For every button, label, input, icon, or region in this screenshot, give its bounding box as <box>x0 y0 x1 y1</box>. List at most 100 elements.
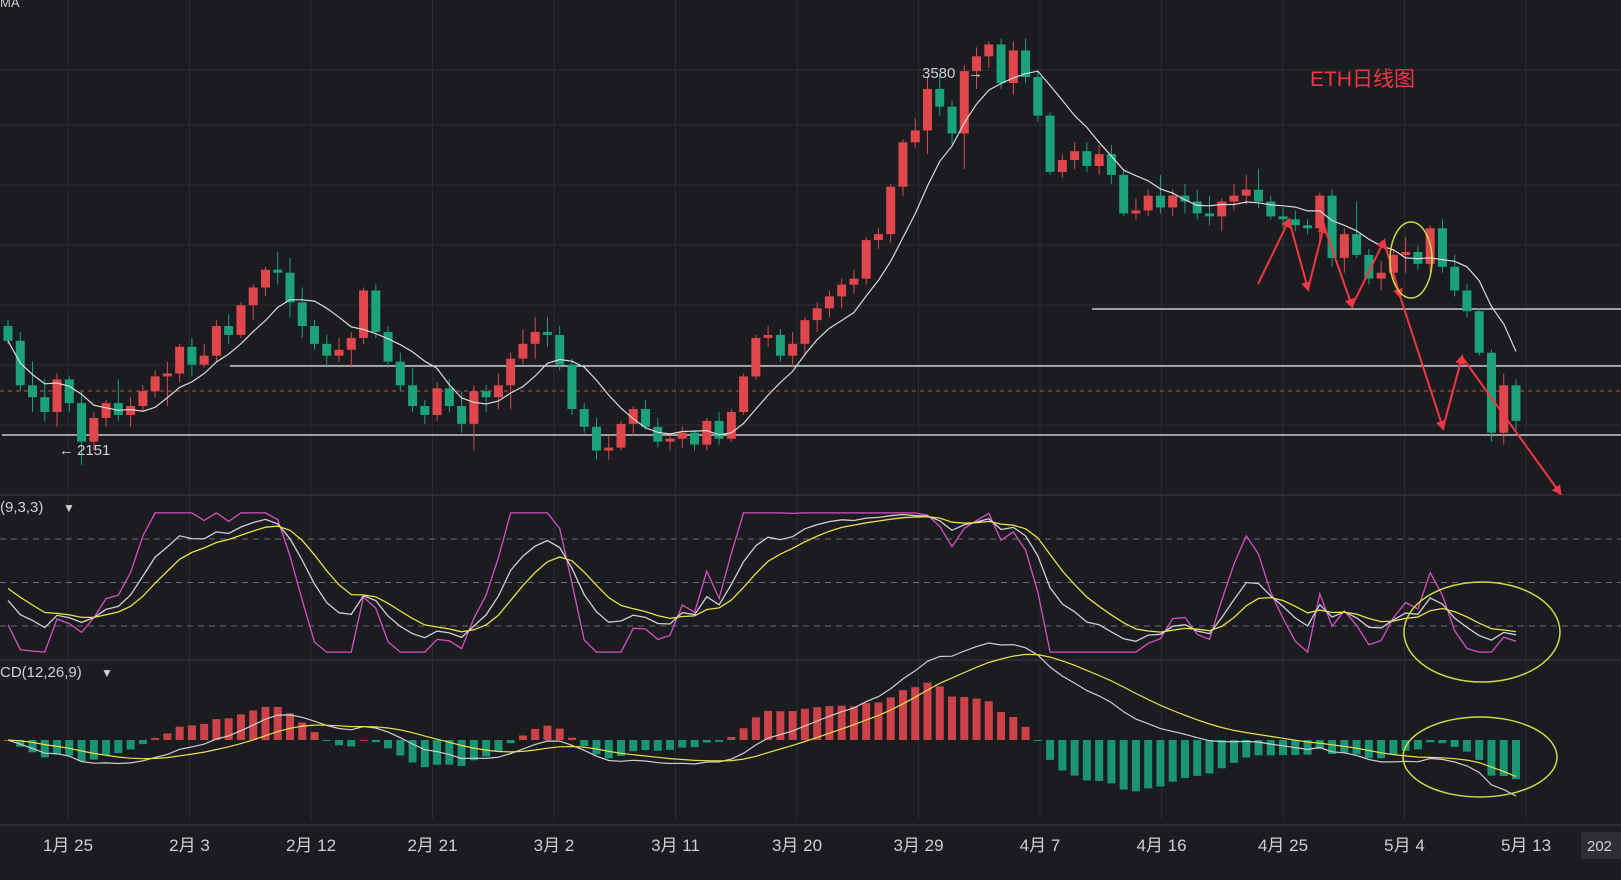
macd-histogram-bar <box>469 740 478 761</box>
candle-body <box>935 88 945 107</box>
candle-body <box>947 106 957 134</box>
macd-histogram-bar <box>531 728 540 740</box>
candle-body <box>297 302 307 327</box>
candle-body <box>77 403 87 442</box>
candle-body <box>1352 234 1362 255</box>
candle-body <box>113 403 123 415</box>
candle-body <box>837 284 847 297</box>
macd-histogram-bar <box>960 696 969 740</box>
candle <box>1106 145 1116 184</box>
macd-histogram-bar <box>1156 740 1165 787</box>
candle-body <box>567 364 577 410</box>
kdj-pane-label[interactable]: (9,3,3) <box>0 499 43 516</box>
ma-line-path <box>7 70 1517 436</box>
x-axis-tick-label: 4月 25 <box>1258 836 1308 855</box>
candle-body <box>1168 195 1178 208</box>
low-price-label: 2151 <box>77 442 110 459</box>
candle-body <box>1131 210 1141 214</box>
candle <box>641 400 651 430</box>
candle-body <box>1229 195 1239 202</box>
candle <box>1057 154 1067 178</box>
x-axis-corner-label: 202 <box>1587 838 1612 855</box>
candle <box>910 118 920 149</box>
candle <box>1033 71 1043 122</box>
macd-histogram-bar <box>1438 740 1447 744</box>
candle <box>1094 145 1104 175</box>
x-axis-tick-label: 5月 13 <box>1501 836 1551 855</box>
candle-body <box>1106 154 1116 175</box>
trend-arrow <box>1323 225 1355 309</box>
x-axis-tick-label: 4月 7 <box>1020 836 1061 855</box>
kdj-dropdown-chevron-icon[interactable]: ▼ <box>63 501 75 515</box>
candle-body <box>187 346 197 365</box>
candle-body <box>726 412 736 439</box>
candle <box>113 379 123 421</box>
macd-histogram-bar <box>1352 740 1361 755</box>
macd-histogram-bar <box>384 740 393 749</box>
candle-body <box>800 320 810 344</box>
low-arrow-icon: ← <box>59 442 74 459</box>
macd-histogram-bar <box>874 702 883 740</box>
candle <box>935 74 945 116</box>
candle-body <box>1143 195 1153 211</box>
candle-body <box>984 44 994 57</box>
candle-body <box>1094 154 1104 166</box>
macd-histogram-bar <box>555 728 564 740</box>
candles <box>3 38 1521 466</box>
macd-histogram-bar <box>898 690 907 740</box>
candle <box>493 373 503 410</box>
candle-body <box>1070 151 1080 161</box>
candle-body <box>861 240 871 279</box>
candle-body <box>310 326 319 344</box>
candle <box>481 385 491 413</box>
candle <box>1045 112 1055 175</box>
candle <box>273 251 283 285</box>
candle-body <box>751 337 761 377</box>
macd-histogram-bar <box>1009 716 1018 740</box>
candle <box>334 337 344 362</box>
candle <box>861 237 871 285</box>
x-axis-tick-label: 4月 16 <box>1136 836 1186 855</box>
macd-histogram-bar <box>1499 740 1508 777</box>
candle-body <box>910 130 920 143</box>
macd-histogram-bar <box>984 701 993 740</box>
macd-histogram-bar <box>445 740 454 765</box>
kdj-j-line <box>7 512 1517 654</box>
candle <box>1070 142 1080 169</box>
macd-histogram-bar <box>972 698 981 740</box>
candle-body <box>334 349 344 356</box>
macd-histogram-bar <box>702 740 711 743</box>
candle <box>211 320 221 362</box>
macd-histogram-bar <box>543 725 552 740</box>
candle <box>175 343 185 383</box>
candle <box>1204 195 1214 226</box>
macd-histogram-bar <box>837 705 846 740</box>
candle-body <box>1119 174 1129 214</box>
candle <box>959 65 969 169</box>
candle-body <box>653 426 663 442</box>
macd-histogram-bar <box>175 726 184 740</box>
macd-histogram-bar <box>1475 740 1484 760</box>
candle <box>1339 228 1349 273</box>
candle-body <box>788 343 798 356</box>
candle <box>542 317 552 347</box>
macd-histogram-bar <box>359 739 368 741</box>
macd-pane-label[interactable]: CD(12,26,9) <box>0 664 82 681</box>
trend-arrow <box>1351 238 1386 307</box>
macd-histogram-bar <box>751 717 760 740</box>
macd-histogram-bar <box>666 740 675 750</box>
candle-body <box>1388 254 1398 273</box>
candle-body <box>959 71 969 134</box>
macd-histogram-bar <box>764 710 773 740</box>
candle-body <box>1217 201 1227 217</box>
candle <box>408 367 418 413</box>
macd-histogram-bar <box>813 707 822 740</box>
candle <box>1499 373 1509 445</box>
macd-histogram-bar <box>1033 740 1042 741</box>
candle <box>579 403 589 433</box>
macd-histogram-bar <box>1205 740 1214 774</box>
macd-histogram-bar <box>997 712 1006 740</box>
candle <box>1364 248 1374 285</box>
macd-histogram-bar <box>28 740 37 753</box>
macd-dropdown-chevron-icon[interactable]: ▼ <box>101 666 113 680</box>
